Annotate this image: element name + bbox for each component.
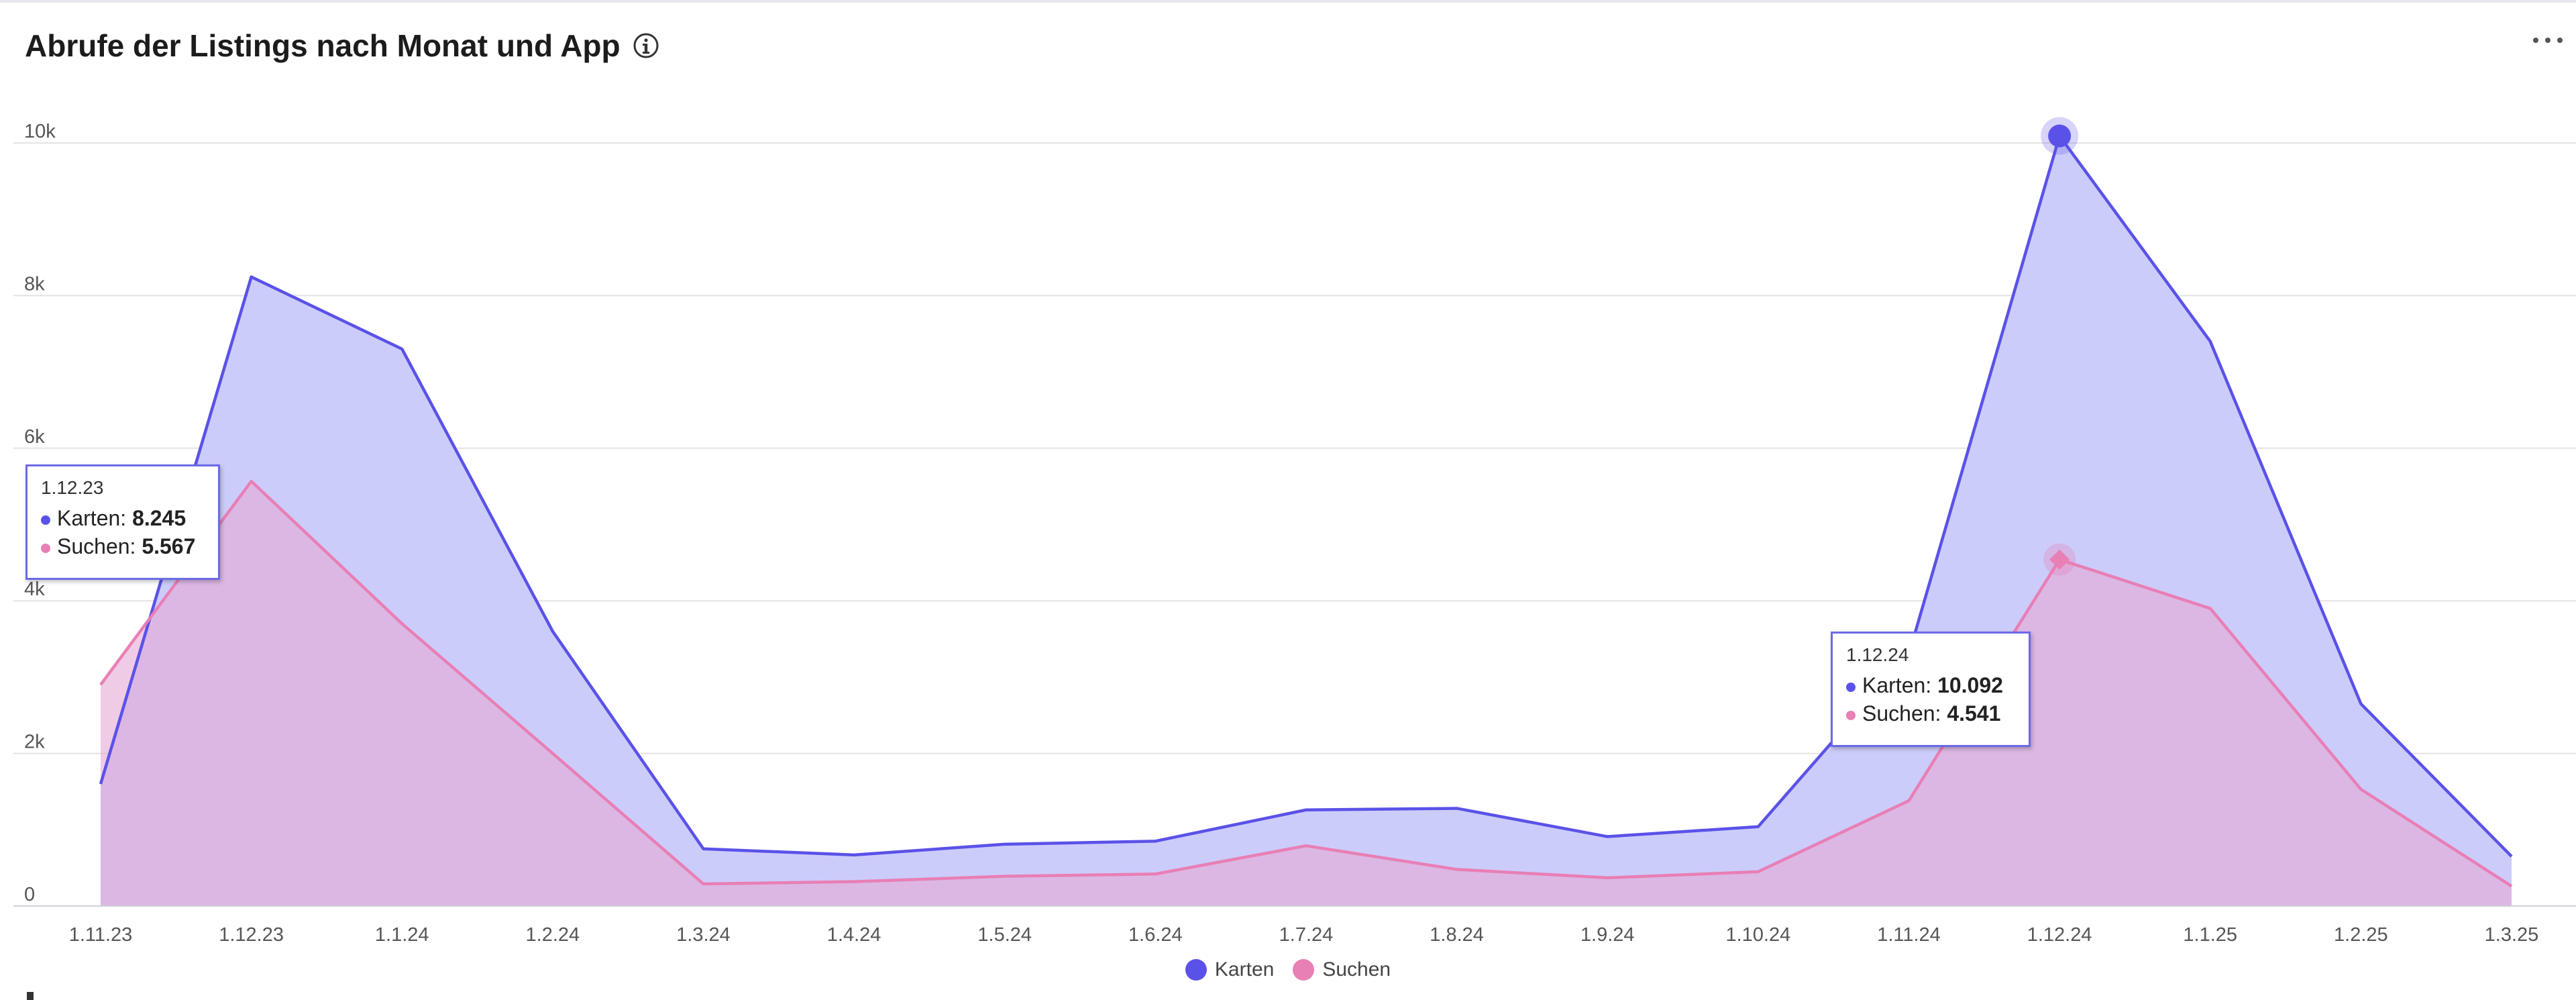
tooltip-karten-label: Karten: (1862, 673, 1932, 697)
top-border (0, 0, 2576, 3)
x-tick-label: 1.2.24 (526, 924, 580, 946)
x-tick-label: 1.9.24 (1580, 924, 1635, 946)
tooltip-1: 1.12.23 Karten: 8.245 Suchen: 5.567 (25, 464, 220, 580)
tooltip-suchen-label: Suchen: (1862, 701, 1941, 726)
legend-item-karten[interactable]: Karten (1185, 958, 1274, 981)
x-tick-label: 1.12.24 (2027, 924, 2092, 946)
corner-mark (27, 992, 34, 1000)
x-tick-label: 1.7.24 (1279, 924, 1334, 946)
x-tick-label: 1.1.25 (2183, 924, 2237, 946)
tooltip-date: 1.12.23 (41, 477, 104, 498)
x-tick-label: 1.11.24 (1877, 924, 1941, 946)
tooltip-karten-dot (41, 515, 50, 525)
chart-title: Abrufe der Listings nach Monat und App (25, 28, 621, 63)
tooltip-suchen-dot (1846, 710, 1856, 720)
legend-dot-suchen (1293, 959, 1315, 981)
y-tick-label: 8k (24, 273, 45, 295)
x-tick-label: 1.11.23 (69, 924, 133, 946)
chart-legend: Karten Suchen (0, 958, 2576, 981)
info-circle-icon[interactable] (633, 32, 659, 59)
x-tick-label: 1.8.24 (1430, 924, 1484, 946)
tooltip-row-karten: Karten: 8.245 (41, 504, 205, 532)
more-horizontal-icon[interactable] (2533, 27, 2563, 54)
tooltip-karten-dot (1846, 682, 1856, 692)
x-tick-label: 1.3.24 (676, 924, 731, 946)
x-tick-label: 1.6.24 (1128, 924, 1183, 946)
x-tick-label: 1.2.25 (2334, 924, 2388, 946)
tooltip-suchen-dot (41, 543, 50, 553)
x-tick-label: 1.10.24 (1725, 924, 1790, 946)
legend-label-suchen: Suchen (1322, 958, 1391, 981)
tooltip-suchen-label: Suchen: (57, 534, 136, 558)
tooltip-row-karten: Karten: 10.092 (1846, 671, 2015, 699)
y-tick-label: 2k (24, 732, 45, 753)
tooltip-date: 1.12.24 (1846, 644, 1909, 665)
tooltip-karten-value: 8.245 (132, 506, 186, 530)
x-tick-label: 1.1.24 (375, 924, 429, 946)
y-tick-label: 4k (24, 579, 45, 600)
tooltip-suchen-value: 5.567 (142, 534, 196, 558)
tooltip-row-suchen: Suchen: 5.567 (41, 532, 205, 560)
chart-header: Abrufe der Listings nach Monat und App (25, 26, 659, 66)
tooltip-suchen-value: 4.541 (1947, 701, 2001, 726)
x-tick-label: 1.12.23 (219, 924, 284, 946)
tooltip-karten-label: Karten: (57, 506, 127, 530)
x-tick-label: 1.3.25 (2485, 924, 2539, 946)
y-tick-label: 6k (24, 426, 45, 448)
tooltip-karten-value: 10.092 (1937, 673, 2003, 697)
legend-label-karten: Karten (1214, 958, 1275, 981)
x-tick-label: 1.5.24 (977, 924, 1032, 946)
y-tick-label: 0 (24, 884, 35, 905)
y-tick-label: 10k (24, 121, 56, 142)
x-tick-label: 1.4.24 (827, 924, 881, 946)
tooltip-row-suchen: Suchen: 4.541 (1846, 699, 2015, 728)
tooltip-2: 1.12.24 Karten: 10.092 Suchen: 4.541 (1831, 632, 2031, 747)
legend-dot-karten (1185, 959, 1207, 981)
legend-item-suchen[interactable]: Suchen (1293, 958, 1391, 981)
